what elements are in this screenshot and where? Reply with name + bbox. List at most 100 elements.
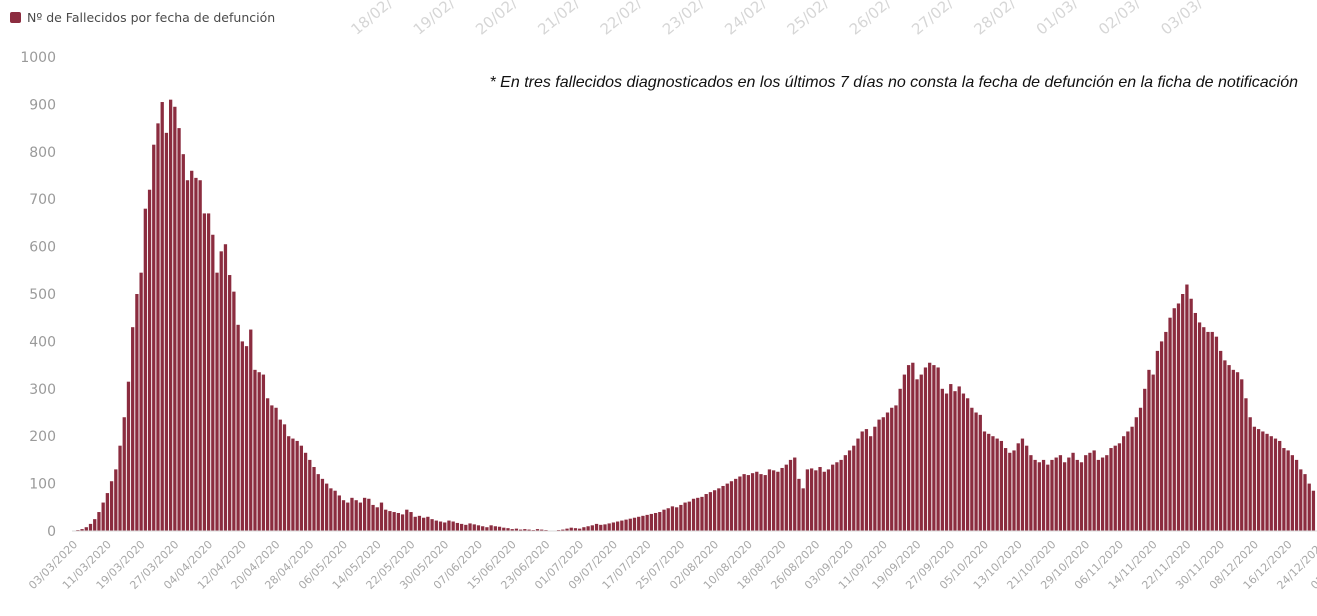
y-tick-label: 400 <box>29 334 56 350</box>
bar <box>540 529 544 531</box>
bar <box>101 502 105 531</box>
bar <box>1122 436 1126 531</box>
bar <box>325 483 329 531</box>
bar <box>527 529 531 531</box>
bar <box>430 519 434 531</box>
bar <box>337 495 341 531</box>
bar <box>257 372 261 531</box>
bar <box>405 509 409 531</box>
y-tick-label: 600 <box>29 240 56 256</box>
bar <box>299 445 304 531</box>
bar <box>1219 350 1223 531</box>
bar <box>1223 360 1227 531</box>
bar <box>1092 450 1096 531</box>
bar <box>750 473 755 531</box>
bar <box>860 431 864 531</box>
bar <box>1075 459 1079 531</box>
bar <box>898 388 902 531</box>
bar <box>974 412 978 531</box>
bar <box>919 374 923 531</box>
bar <box>506 528 510 531</box>
bar <box>316 474 320 531</box>
bar <box>780 467 784 531</box>
background-date-label: 03/03/ <box>1157 0 1206 39</box>
bar <box>772 470 776 531</box>
bar <box>1214 336 1219 531</box>
bar <box>944 393 949 531</box>
bar <box>493 526 497 531</box>
bar <box>114 469 118 531</box>
bar <box>451 521 455 531</box>
bar <box>1067 457 1071 531</box>
bar <box>211 234 215 531</box>
bar <box>1151 374 1155 531</box>
bar <box>341 500 346 531</box>
bar <box>1096 459 1101 531</box>
bar <box>877 419 881 531</box>
bar <box>970 407 974 531</box>
bar <box>835 462 839 531</box>
bar <box>1286 450 1290 531</box>
bar <box>409 512 413 531</box>
bar <box>658 512 662 531</box>
bar <box>594 523 599 531</box>
bar <box>1265 433 1269 531</box>
bar <box>223 244 228 532</box>
bar <box>856 438 860 531</box>
bar <box>287 436 291 531</box>
bar <box>1202 327 1206 531</box>
bar <box>346 502 350 531</box>
bar <box>354 500 358 531</box>
bar <box>869 436 873 531</box>
bar <box>1008 452 1012 531</box>
bar <box>358 502 363 531</box>
background-date-label: 28/02/ <box>971 0 1020 39</box>
bar <box>244 346 249 531</box>
background-date-label: 20/02/ <box>472 0 521 39</box>
bar <box>1290 455 1294 531</box>
bar <box>109 481 114 531</box>
bar <box>131 327 135 531</box>
bar <box>852 445 856 531</box>
bar <box>746 475 750 531</box>
bar <box>1193 312 1197 531</box>
bar <box>160 102 164 531</box>
bar <box>270 405 274 531</box>
bar <box>371 504 375 531</box>
bar <box>1294 459 1299 531</box>
bar <box>1261 431 1265 531</box>
bar <box>1210 331 1214 531</box>
bar <box>122 417 126 531</box>
bar <box>291 438 295 531</box>
bar <box>628 518 632 531</box>
bar <box>1278 440 1282 531</box>
bar <box>139 272 143 531</box>
y-tick-label: 300 <box>29 382 56 398</box>
bar <box>696 497 700 531</box>
bar <box>1050 459 1054 531</box>
y-tick-label: 100 <box>29 477 56 493</box>
bar <box>991 436 995 531</box>
bar <box>93 519 97 531</box>
bar <box>417 515 422 531</box>
bar <box>611 522 616 531</box>
bar <box>274 407 278 531</box>
bar <box>708 492 713 531</box>
bar <box>1273 438 1278 531</box>
bar <box>481 526 485 531</box>
bar <box>641 515 645 531</box>
bar <box>788 459 793 531</box>
bar <box>265 398 270 531</box>
bar <box>965 398 970 531</box>
bar <box>569 527 573 531</box>
bar <box>1100 457 1105 531</box>
background-date-label: 22/02/ <box>597 0 646 39</box>
x-axis: 03/03/202011/03/202019/03/202027/03/2020… <box>26 538 1317 592</box>
bar <box>1244 398 1248 531</box>
background-date-labels: 18/02/19/02/20/02/21/02/22/02/23/02/24/0… <box>348 0 1207 39</box>
bar <box>228 275 232 531</box>
background-date-label: 25/02/ <box>784 0 833 39</box>
bar <box>615 521 620 531</box>
bar <box>367 498 371 531</box>
bar <box>1252 426 1257 531</box>
